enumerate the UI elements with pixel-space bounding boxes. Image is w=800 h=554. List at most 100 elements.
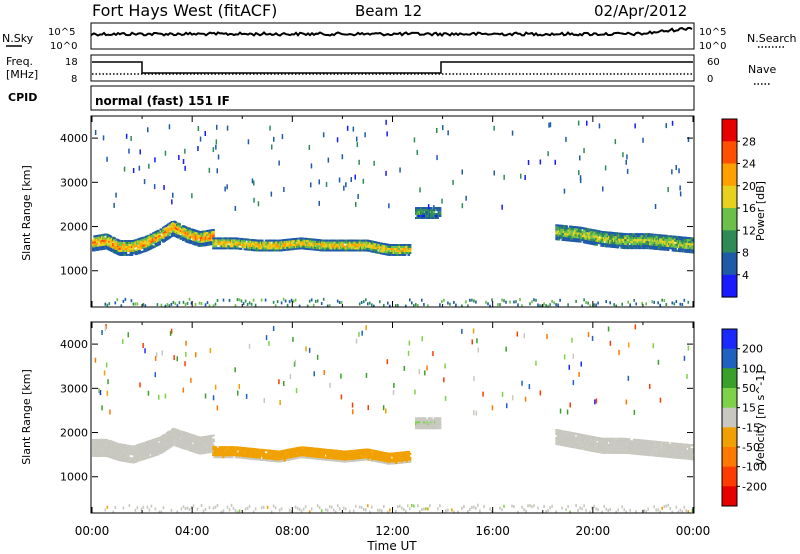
data-cell <box>597 441 601 444</box>
data-cell <box>367 249 371 252</box>
data-cell <box>621 451 625 454</box>
data-cell <box>598 123 601 129</box>
data-cell <box>634 123 636 129</box>
data-cell <box>289 448 293 451</box>
data-cell <box>132 459 135 462</box>
data-cell <box>132 168 135 173</box>
data-cell <box>212 241 215 244</box>
data-cell <box>215 144 217 150</box>
data-cell <box>428 427 432 430</box>
data-cell <box>616 234 620 237</box>
data-cell <box>436 128 438 133</box>
data-cell <box>624 449 627 452</box>
data-cell <box>581 440 585 442</box>
data-cell <box>162 238 165 241</box>
data-cell <box>164 233 168 236</box>
data-cell <box>238 448 242 451</box>
data-cell <box>601 242 605 245</box>
data-cell <box>289 450 293 453</box>
data-cell <box>539 304 541 308</box>
data-cell <box>619 439 622 442</box>
data-cell <box>576 437 580 440</box>
data-cell <box>579 175 582 181</box>
data-cell <box>691 251 695 254</box>
data-cell <box>260 298 263 302</box>
data-cell <box>632 235 636 238</box>
data-cell <box>609 449 612 452</box>
data-cell <box>97 240 100 243</box>
data-cell <box>423 303 425 306</box>
data-cell <box>428 423 432 426</box>
data-cell <box>331 241 334 244</box>
data-cell <box>619 449 622 452</box>
data-cell <box>364 132 366 138</box>
data-cell <box>413 137 416 143</box>
data-cell <box>570 433 573 436</box>
data-cell <box>117 241 120 244</box>
data-cell <box>301 446 304 449</box>
data-cell <box>685 242 689 245</box>
data-cell <box>147 234 150 237</box>
data-cell <box>229 243 233 246</box>
data-cell <box>428 417 432 420</box>
data-cell <box>428 213 432 215</box>
data-cell <box>361 241 364 244</box>
data-cell <box>387 301 389 305</box>
data-cell <box>219 239 223 242</box>
data-cell <box>208 445 211 448</box>
power-ylabel: Slant Range [km] <box>20 165 33 261</box>
data-cell <box>299 237 303 240</box>
data-cell <box>287 238 290 241</box>
data-cell <box>555 232 558 235</box>
data-cell <box>177 437 180 440</box>
data-cell <box>604 237 607 240</box>
data-cell <box>473 299 475 303</box>
data-cell <box>388 246 392 248</box>
data-cell <box>587 439 591 442</box>
data-cell <box>258 452 262 455</box>
data-cell <box>421 427 424 430</box>
freq-frame <box>90 54 695 82</box>
data-cell <box>178 432 181 434</box>
data-cell <box>264 298 267 302</box>
data-cell <box>411 301 413 305</box>
data-cell <box>267 453 270 456</box>
data-cell <box>631 450 635 453</box>
data-cell <box>147 127 149 133</box>
data-cell <box>189 234 193 237</box>
data-band <box>212 237 412 256</box>
data-cell <box>104 237 108 240</box>
data-cell <box>619 238 622 241</box>
data-cell <box>216 168 218 174</box>
data-cell <box>629 448 632 451</box>
data-cell <box>626 243 630 246</box>
data-cell <box>159 228 163 231</box>
data-cell <box>356 142 359 148</box>
data-cell <box>543 302 545 306</box>
data-cell <box>123 450 126 453</box>
data-cell <box>651 300 653 304</box>
data-cell <box>533 298 535 302</box>
data-cell <box>609 439 612 442</box>
data-cell <box>237 239 240 242</box>
data-cell <box>430 213 433 215</box>
data-cell <box>604 239 607 242</box>
data-cell <box>292 238 295 241</box>
data-cell <box>270 191 273 197</box>
data-cell <box>173 232 176 235</box>
data-cell <box>179 237 183 240</box>
data-cell <box>236 298 239 302</box>
data-cell <box>118 239 121 242</box>
data-cell <box>123 253 126 256</box>
data-cell <box>118 245 121 248</box>
data-cell <box>373 454 377 456</box>
data-cell <box>343 185 345 191</box>
data-cell <box>312 303 315 307</box>
data-cell <box>367 302 369 306</box>
data-cell <box>130 136 132 141</box>
data-cell <box>344 458 348 461</box>
data-cell <box>595 303 597 307</box>
data-band <box>555 429 695 461</box>
data-cell <box>302 454 305 457</box>
data-cell <box>395 460 398 463</box>
